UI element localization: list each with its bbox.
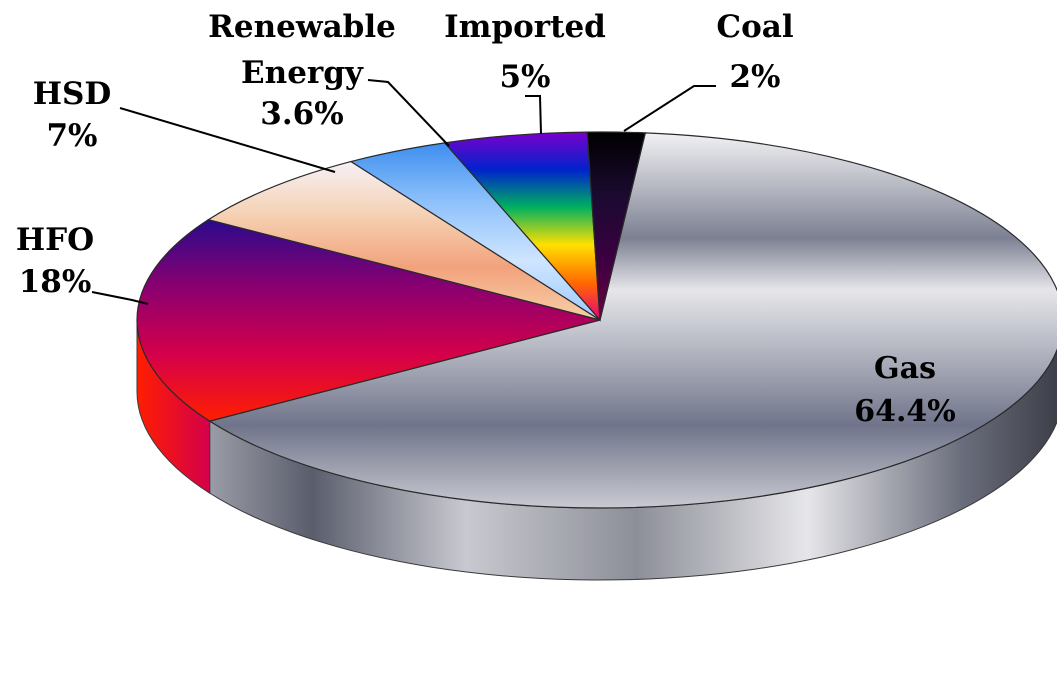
pie-slice-coal (586, 131, 647, 321)
slice-label-line: 5% (499, 59, 550, 95)
pie-top-faces (136, 131, 1057, 509)
slice-label-line: Imported (444, 9, 606, 45)
slice-label-hfo: HFO 18% (16, 222, 94, 300)
slice-label-line: HFO (16, 222, 94, 258)
leader-line-hsd (119, 107, 336, 173)
slice-label-line: 3.6% (260, 96, 343, 132)
pie-slice-hsd (206, 160, 601, 321)
slice-label-renewable-energy: Renewable Energy 3.6% (208, 9, 396, 132)
slice-label-imported: Imported 5% (444, 9, 606, 95)
slice-label-hsd: HSD 7% (33, 76, 112, 154)
slice-label-line: 64.4% (854, 394, 956, 429)
slice-label-line: Coal (716, 9, 793, 45)
slice-label-line: HSD (33, 76, 112, 112)
leader-line-imported (525, 95, 542, 135)
slice-label-gas: Gas 64.4% (854, 351, 956, 429)
slice-label-line: Energy (241, 55, 364, 91)
leader-line-coal (623, 85, 716, 132)
leader-line-renewable-energy (367, 79, 450, 147)
slice-label-line: 18% (19, 264, 92, 300)
slice-label-line: Renewable (208, 9, 396, 45)
leader-lines (91, 79, 716, 305)
slice-label-line: 7% (46, 118, 97, 154)
slice-label-line: Gas (874, 351, 936, 386)
pie-slice-gas (208, 132, 1057, 509)
slice-labels: Gas 64.4% HFO 18% HSD 7% Renewable Energy 3.6% Im… (16, 9, 956, 429)
pie-slice-hfo (136, 219, 601, 422)
leader-line-hfo (91, 291, 149, 305)
slice-label-line: 2% (729, 59, 780, 95)
pie-slice-imported (443, 131, 601, 322)
slice-label-coal: Coal 2% (716, 9, 793, 95)
